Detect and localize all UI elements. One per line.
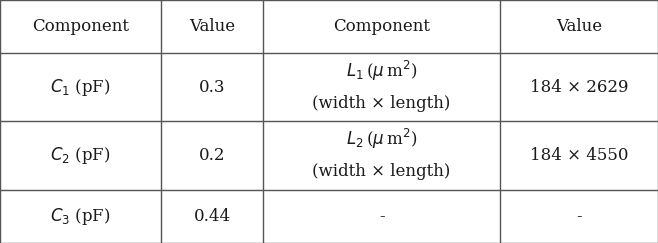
Bar — [500, 122, 658, 190]
Text: 184 × 2629: 184 × 2629 — [530, 79, 628, 96]
Text: Value: Value — [556, 18, 602, 35]
Text: $C_1$ (pF): $C_1$ (pF) — [50, 77, 111, 98]
Bar — [263, 0, 500, 53]
Bar — [263, 190, 500, 243]
Bar — [0, 122, 161, 190]
Bar — [161, 53, 263, 122]
Bar — [161, 0, 263, 53]
Text: -: - — [576, 208, 582, 225]
Bar — [500, 190, 658, 243]
Text: (width × length): (width × length) — [313, 163, 451, 180]
Text: Value: Value — [189, 18, 236, 35]
Bar — [0, 53, 161, 122]
Bar — [263, 122, 500, 190]
Text: Component: Component — [333, 18, 430, 35]
Bar — [161, 190, 263, 243]
Text: $C_3$ (pF): $C_3$ (pF) — [50, 206, 111, 227]
Bar — [0, 190, 161, 243]
Text: Component: Component — [32, 18, 129, 35]
Text: $L_2$ ($\mu$ m$^2$): $L_2$ ($\mu$ m$^2$) — [345, 127, 418, 151]
Text: 0.2: 0.2 — [199, 147, 226, 164]
Text: 0.44: 0.44 — [193, 208, 231, 225]
Text: (width × length): (width × length) — [313, 95, 451, 112]
Bar — [0, 0, 161, 53]
Text: $C_2$ (pF): $C_2$ (pF) — [50, 145, 111, 166]
Bar — [263, 53, 500, 122]
Bar — [161, 122, 263, 190]
Text: -: - — [379, 208, 384, 225]
Text: 184 × 4550: 184 × 4550 — [530, 147, 628, 164]
Bar — [500, 0, 658, 53]
Bar — [500, 53, 658, 122]
Text: $L_1$ ($\mu$ m$^2$): $L_1$ ($\mu$ m$^2$) — [345, 59, 418, 83]
Text: 0.3: 0.3 — [199, 79, 226, 96]
